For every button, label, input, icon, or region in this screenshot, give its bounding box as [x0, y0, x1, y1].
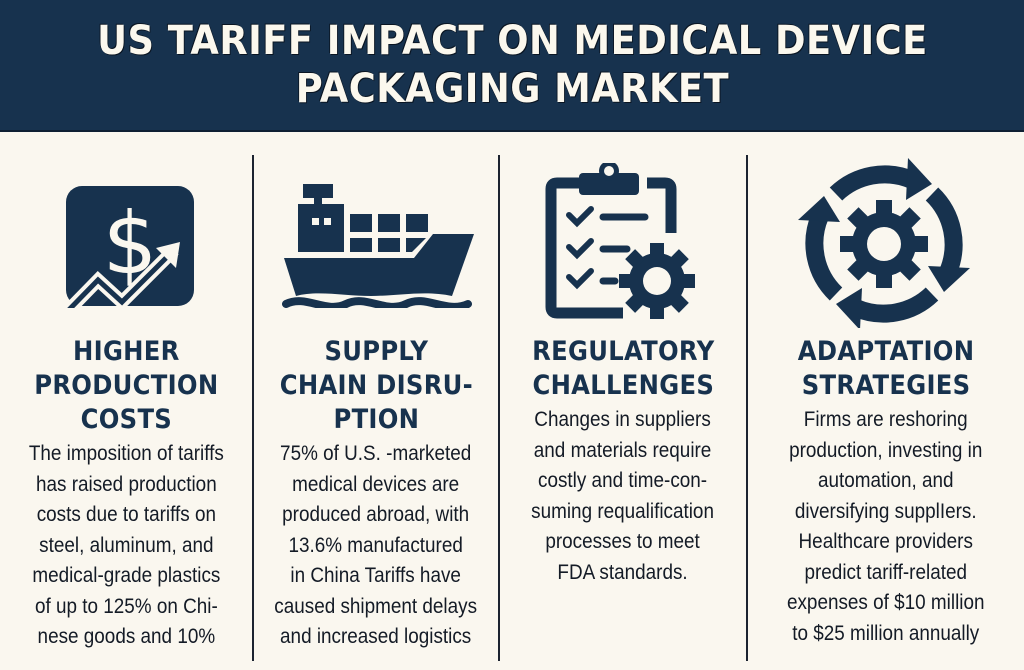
column-body: Firms are reshoring production, investin… — [787, 408, 985, 645]
column-title: ADAPTATION STRATEGIES — [797, 336, 975, 401]
column-supply-chain-disruption: SUPPLY CHAIN DISRU- PTION 75% of U.S. -m… — [254, 150, 498, 670]
page-title: US TARIFF IMPACT ON MEDICAL DEVICE PACKA… — [97, 17, 928, 113]
column-higher-production-costs: $ HIGHER PRODUCTION COSTS The imposition… — [0, 150, 252, 670]
column-body: 75% of U.S. -marketed medical devices ar… — [274, 442, 478, 648]
title-line-1: US TARIFF IMPACT ON MEDICAL DEVICE — [96, 18, 928, 64]
dollar-rising-chart-icon: $ — [0, 150, 252, 335]
column-title: SUPPLY CHAIN DISRU- PTION — [279, 336, 473, 435]
header-banner: US TARIFF IMPACT ON MEDICAL DEVICE PACKA… — [0, 0, 1024, 132]
column-adaptation-strategies: ADAPTATION STRATEGIES Firms are reshorin… — [748, 150, 1024, 670]
column-divider — [252, 155, 254, 661]
column-body: Changes in suppliers and materials requi… — [531, 408, 715, 584]
column-regulatory-challenges: REGULATORY CHALLENGES Changes in supplie… — [500, 150, 746, 670]
column-divider — [498, 155, 500, 661]
clipboard-checklist-gear-icon — [500, 150, 746, 335]
title-line-2: PACKAGING MARKET — [295, 66, 729, 112]
column-divider — [746, 155, 748, 661]
cycle-arrows-gear-icon — [748, 150, 1024, 335]
column-title: REGULATORY CHALLENGES — [531, 336, 715, 401]
column-body: The imposition of tariffs has raised pro… — [28, 442, 224, 648]
column-title: HIGHER PRODUCTION COSTS — [33, 336, 219, 435]
cargo-ship-icon — [254, 150, 498, 335]
